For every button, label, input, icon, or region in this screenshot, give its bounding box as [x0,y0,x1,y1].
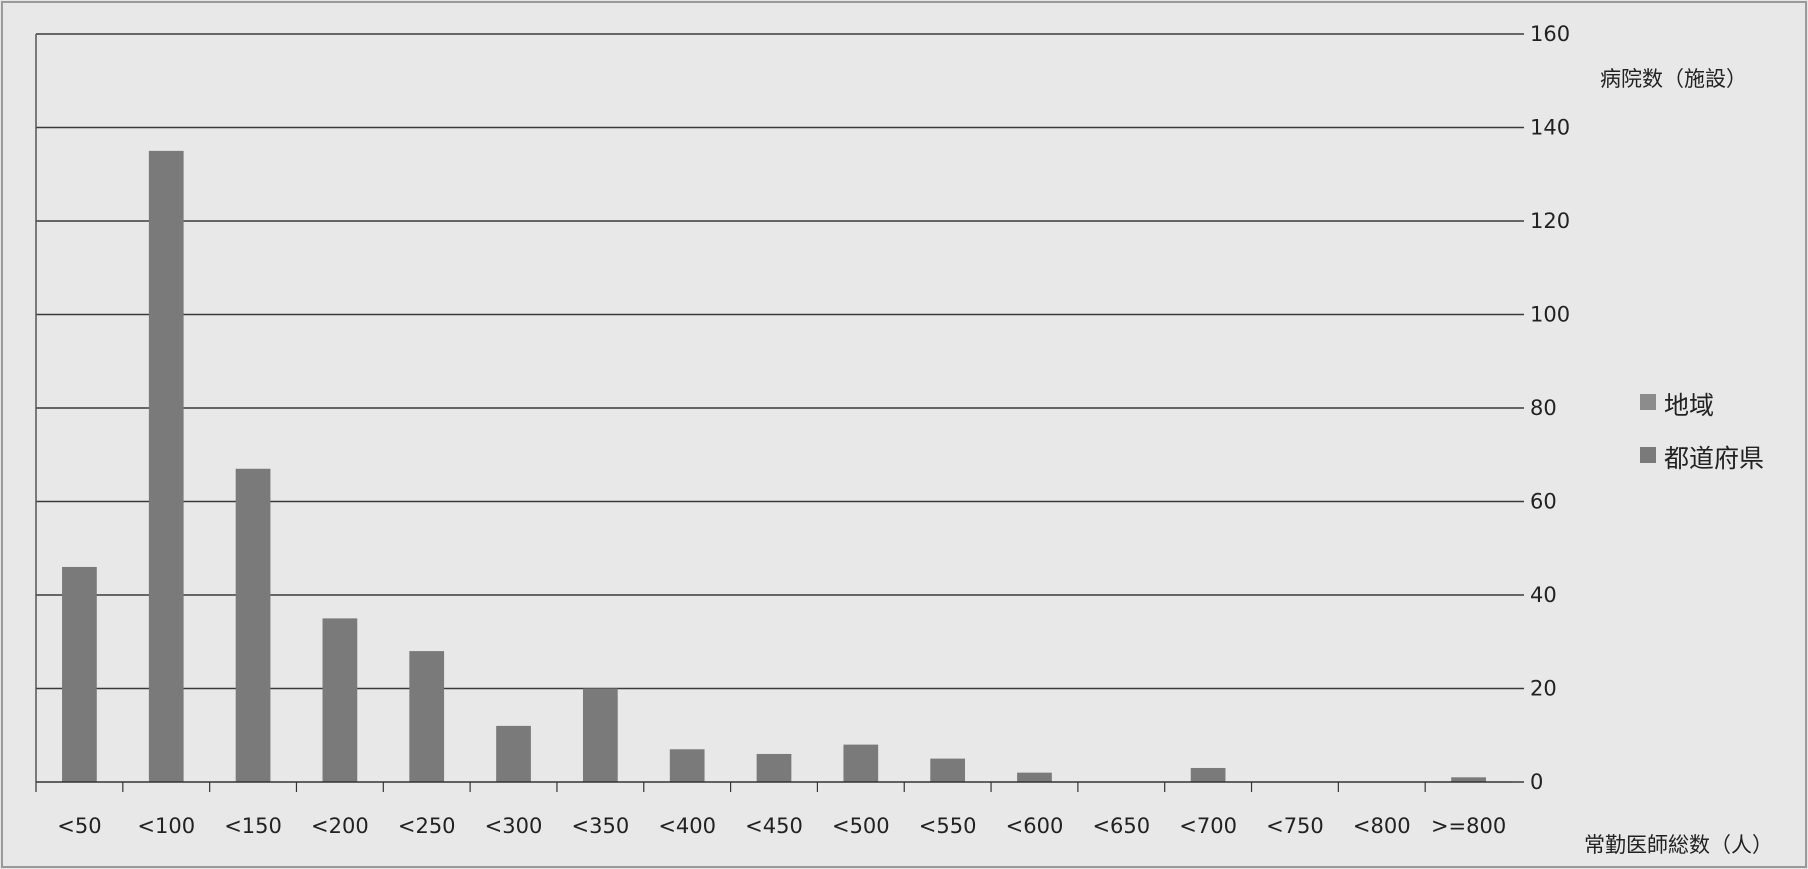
bar-prefecture [669,749,705,782]
bar-prefecture [930,758,966,782]
y-tick-label: 160 [1530,22,1570,46]
x-axis-title: 常勤医師総数（人） [1584,833,1773,857]
y-tick-label: 80 [1530,396,1557,420]
y-tick-label: 40 [1530,583,1557,607]
legend-label: 都道府県 [1664,444,1764,473]
x-tick-label: <100 [137,814,195,838]
x-tick-label: <750 [1266,814,1324,838]
y-axis-title: 病院数（施設） [1600,67,1747,91]
x-tick-label: >=800 [1431,814,1506,838]
bar-prefecture [235,468,271,782]
y-tick-label: 20 [1530,677,1557,701]
x-tick-labels: <50 <100 <150 <200 <250 <300 <350 <400 <450 <500 <… [57,814,1506,838]
x-tick-label: <50 [57,814,101,838]
bar-prefecture [496,725,531,782]
y-tick-label: 100 [1530,303,1570,327]
x-tick-label: <650 [1092,814,1150,838]
legend-swatch [1640,394,1656,410]
y-tick-label: 120 [1530,209,1570,233]
y-tick-labels: 0 20 40 60 80 100 120 140 160 [1530,22,1570,794]
bar-prefecture [843,744,879,782]
x-tick-label: <250 [398,814,456,838]
x-tick-label: <500 [832,814,890,838]
bar-prefecture [1017,772,1052,782]
x-tick-label: <200 [311,814,369,838]
y-tick-label: 0 [1530,770,1543,794]
bar-prefecture [756,753,792,782]
bars [35,150,1486,792]
x-tick-label: <400 [658,814,716,838]
x-tick-label: <600 [1006,814,1064,838]
x-tick-label: <550 [919,814,977,838]
gridlines [36,33,1524,783]
bar-prefecture [1451,777,1486,782]
bar-prefecture [582,688,618,782]
bar-prefecture [322,618,358,782]
y-tick-label: 140 [1530,116,1570,140]
axes [35,34,1512,783]
legend-label: 地域 [1664,391,1714,420]
bar-prefecture [409,651,445,782]
x-tick-label: <700 [1179,814,1237,838]
bar-prefecture [1190,767,1226,782]
x-tick-label: <350 [572,814,630,838]
bar-prefecture [148,150,184,782]
bar-prefecture [62,566,97,782]
x-tick-label: <800 [1353,814,1411,838]
x-tick-label: <300 [485,814,543,838]
legend-swatch [1640,447,1656,463]
x-tick-label: <450 [745,814,803,838]
x-tick-label: <150 [224,814,282,838]
y-tick-label: 60 [1530,490,1557,514]
